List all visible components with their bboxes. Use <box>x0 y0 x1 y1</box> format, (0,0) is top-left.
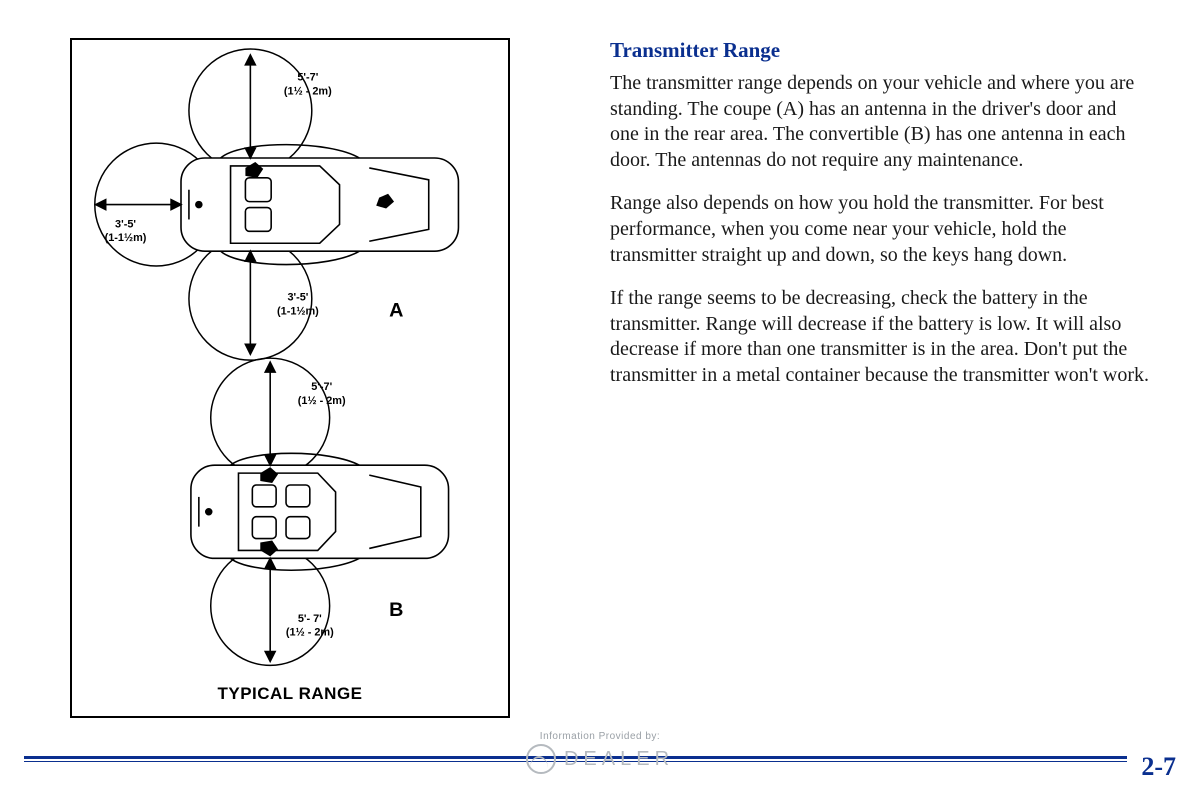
b-bottom-range-2: (1½ - 2m) <box>286 627 334 639</box>
a-bottom-range-2: (1-1½m) <box>277 306 319 318</box>
vehicle-a-group: 5'-7' (1½ - 2m) 3'-5' (1-1½m) 3'-5' (1-1… <box>95 49 459 360</box>
range-diagram-frame: 5'-7' (1½ - 2m) 3'-5' (1-1½m) 3'-5' (1-1… <box>70 38 510 718</box>
diagram-caption: TYPICAL RANGE <box>72 684 508 704</box>
page-number: 2-7 <box>1127 752 1176 782</box>
section-heading: Transmitter Range <box>610 38 1150 63</box>
vehicle-b-group: 5'-7' (1½ - 2m) 5'- 7' (1½ - 2m) B <box>191 358 449 665</box>
paragraph-1: The transmitter range depends on your ve… <box>610 71 1150 173</box>
a-bottom-range-1: 3'-5' <box>287 292 308 304</box>
a-top-range-2: (1½ - 2m) <box>284 86 332 98</box>
watermark-small: Information Provided by: <box>526 731 674 742</box>
a-top-range-1: 5'-7' <box>297 72 318 84</box>
watermark: Information Provided by: DEALER <box>526 731 674 774</box>
a-left-range-1: 3'-5' <box>115 218 136 230</box>
footer-rule <box>24 756 1176 762</box>
paragraph-3: If the range seems to be decreasing, che… <box>610 286 1150 388</box>
b-bottom-range-1: 5'- 7' <box>298 613 322 625</box>
text-column: Transmitter Range The transmitter range … <box>610 38 1150 407</box>
diagram-letter-a: A <box>389 300 403 322</box>
b-top-range-1: 5'-7' <box>311 381 332 393</box>
a-left-range-2: (1-1½m) <box>105 232 147 244</box>
paragraph-2: Range also depends on how you hold the t… <box>610 191 1150 268</box>
range-diagram-svg: 5'-7' (1½ - 2m) 3'-5' (1-1½m) 3'-5' (1-1… <box>72 40 508 716</box>
manual-page: { "diagram": { "caption": "TYPICAL RANGE… <box>0 0 1200 804</box>
diagram-letter-b: B <box>389 599 403 621</box>
b-top-range-2: (1½ - 2m) <box>298 395 346 407</box>
